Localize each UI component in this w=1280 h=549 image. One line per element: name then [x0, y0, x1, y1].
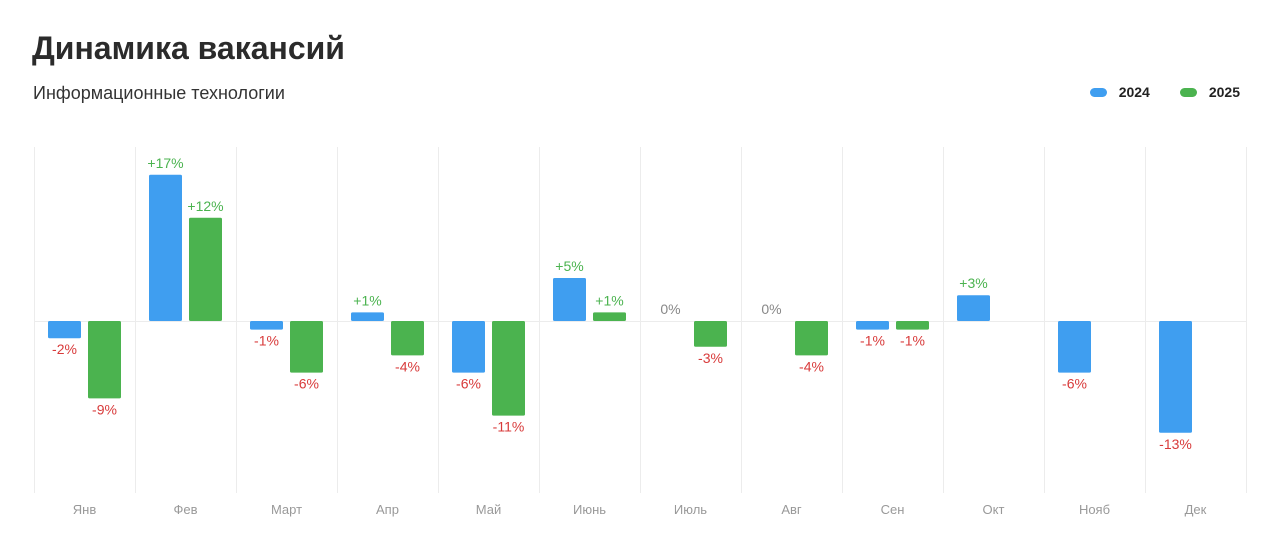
x-tick-label: Авг	[781, 502, 802, 517]
grid-layer	[34, 147, 1247, 493]
value-label-2025-Фев: +12%	[187, 198, 223, 214]
bar-2025-Фев	[189, 217, 222, 321]
x-tick-label: Дек	[1185, 502, 1207, 517]
value-label-2024-Дек: -13%	[1159, 436, 1192, 452]
legend-label-2025: 2025	[1208, 84, 1240, 100]
x-tick-label: Янв	[73, 502, 97, 517]
legend-item-2024[interactable]: 2024	[1089, 84, 1150, 100]
value-label-2024-Янв: -2%	[52, 341, 77, 357]
bar-2024-Нояб	[1058, 321, 1091, 373]
bar-2024-Янв	[48, 321, 81, 339]
bar-2025-Авг	[795, 321, 828, 356]
legend-item-2025[interactable]: 2025	[1179, 84, 1240, 100]
legend-swatch-2024	[1089, 87, 1107, 97]
x-tick-label: Нояб	[1079, 502, 1110, 517]
bar-2024-Май	[452, 321, 485, 373]
bar-2024-Сен	[856, 321, 889, 330]
x-tick-label: Сен	[881, 502, 905, 517]
chart-title: Динамика вакансий	[32, 30, 345, 66]
value-label-2025-Авг: -4%	[799, 358, 824, 374]
x-tick-label: Май	[476, 502, 501, 517]
bar-2025-Янв	[88, 321, 121, 399]
bar-2025-Май	[492, 321, 525, 416]
bar-2024-Фев	[149, 174, 182, 321]
value-label-2024-Нояб: -6%	[1062, 376, 1087, 392]
x-axis-ticks: Янв Фев Март Апр Май Июнь Июль Авг Сен Окт Нояб Дек	[73, 502, 1207, 517]
bar-2024-Дек	[1159, 321, 1192, 433]
value-label-2025-Март: -6%	[294, 376, 319, 392]
value-label-2024-Окт: +3%	[959, 275, 987, 291]
value-label-2024-Фев: +17%	[147, 155, 183, 171]
x-tick-label: Фев	[173, 502, 197, 517]
value-label-2025-Сен: -1%	[900, 333, 925, 349]
bar-2025-Июль	[694, 321, 727, 347]
x-tick-label: Июнь	[573, 502, 606, 517]
value-label-2024-Апр: +1%	[353, 292, 381, 308]
value-label-2024-Июнь: +5%	[555, 258, 583, 274]
x-tick-label: Июль	[674, 502, 707, 517]
value-labels-layer: -2% -9% +17% +12% -1% -6% +1% -4% -6% -11% +5% +1% 0…	[52, 155, 1192, 452]
legend-swatch-2025	[1179, 87, 1197, 97]
x-tick-label: Окт	[983, 502, 1005, 517]
value-label-2025-Июнь: +1%	[595, 292, 623, 308]
x-tick-label: Март	[271, 502, 302, 517]
legend-label-2024: 2024	[1118, 84, 1150, 100]
value-label-2024-Авг: 0%	[761, 301, 781, 317]
bar-2025-Март	[290, 321, 323, 373]
value-label-2024-Сен: -1%	[860, 333, 885, 349]
value-label-2024-Март: -1%	[254, 333, 279, 349]
x-tick-label: Апр	[376, 502, 399, 517]
value-label-2025-Май: -11%	[493, 419, 525, 435]
value-label-2024-Июль: 0%	[660, 301, 680, 317]
bar-2025-Сен	[896, 321, 929, 330]
value-label-2025-Янв: -9%	[92, 401, 117, 417]
bars-layer	[48, 174, 1192, 433]
legend: 2024 2025	[1089, 84, 1240, 100]
value-label-2025-Апр: -4%	[395, 358, 420, 374]
bar-2024-Июнь	[553, 278, 586, 321]
bar-2024-Апр	[351, 312, 384, 321]
bar-2024-Март	[250, 321, 283, 330]
value-label-2025-Июль: -3%	[698, 350, 723, 366]
bar-2024-Окт	[957, 295, 990, 321]
bar-2025-Апр	[391, 321, 424, 356]
value-label-2024-Май: -6%	[456, 376, 481, 392]
chart-subtitle: Информационные технологии	[33, 83, 285, 103]
bar-2025-Июнь	[593, 312, 626, 321]
